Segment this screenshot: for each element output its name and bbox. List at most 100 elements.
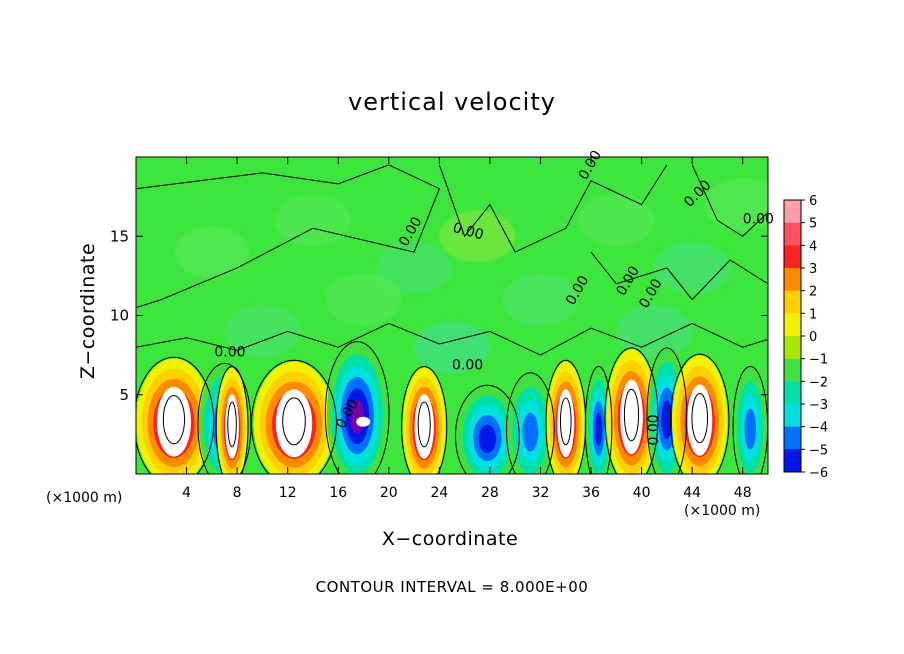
velocity-cell xyxy=(216,367,248,474)
velocity-cell xyxy=(671,355,728,474)
contour-line xyxy=(227,401,237,448)
colorbar-tick-label: −4 xyxy=(809,421,828,436)
contour-line xyxy=(604,347,659,474)
colorbar-tick-label: −3 xyxy=(809,398,828,413)
colorbar-swatch xyxy=(784,404,801,428)
field-blob xyxy=(654,241,731,294)
colorbar-tick-label: 4 xyxy=(809,239,817,254)
colorbar-tick-label: 3 xyxy=(809,262,817,277)
colorbar-swatch xyxy=(784,200,801,224)
x-axis-unit-left: (×1000 m) xyxy=(46,490,123,506)
contour-line xyxy=(559,397,572,446)
contour-line xyxy=(197,362,252,474)
y-tick-label: 5 xyxy=(119,386,129,404)
colorbar-swatch xyxy=(784,268,801,292)
contour-line xyxy=(505,372,555,474)
contour-lines xyxy=(136,164,768,474)
velocity-cells xyxy=(136,343,767,474)
contour-line xyxy=(455,384,520,474)
cell-core xyxy=(687,384,713,456)
colorbar-tick-label: −1 xyxy=(809,353,828,368)
colorbar-tick-label: 6 xyxy=(809,194,817,209)
contour-label: 0.00 xyxy=(214,345,245,361)
x-axis-ticks: 4 8 12 16 20 24 28 32 36 40 44 48 xyxy=(182,157,752,501)
field-blob xyxy=(578,194,655,247)
field-blob xyxy=(502,273,579,326)
x-tick-label: 20 xyxy=(380,485,398,501)
velocity-cell xyxy=(546,361,585,474)
field-blob xyxy=(704,178,768,231)
velocity-cell xyxy=(457,386,518,474)
contour-line xyxy=(251,359,337,474)
x-tick-label: 48 xyxy=(734,485,752,501)
chart-title: vertical velocity xyxy=(348,88,556,116)
x-tick-label: 44 xyxy=(683,485,701,501)
x-axis-unit-right: (×1000 m) xyxy=(684,503,761,519)
colorbar-swatch xyxy=(784,336,801,360)
colorbar-tick-label: 2 xyxy=(809,285,817,300)
colorbar-tick-label: −2 xyxy=(809,375,828,390)
cell-level xyxy=(478,424,497,454)
cell-core xyxy=(620,379,643,455)
x-tick-label: 4 xyxy=(182,485,191,501)
x-tick-label: 28 xyxy=(481,485,499,501)
contour-line xyxy=(623,388,640,442)
cell-level xyxy=(522,412,539,452)
colorbar-swatch xyxy=(784,290,801,314)
field-blob xyxy=(414,321,490,374)
contour-line xyxy=(670,353,730,474)
colorbar-tick-label: 1 xyxy=(809,307,817,322)
y-axis-ticks: 5 10 15 xyxy=(110,227,768,404)
contour-line xyxy=(136,322,768,356)
cell-core xyxy=(156,386,191,457)
velocity-cell xyxy=(326,343,388,474)
field-blob xyxy=(616,305,693,358)
contour-line xyxy=(691,164,768,237)
x-tick-label: 12 xyxy=(279,485,297,501)
colorbar-tick-label: 5 xyxy=(809,217,817,232)
colorbar-tick-label: 0 xyxy=(809,330,817,345)
colorbar-swatch xyxy=(784,245,801,269)
x-tick-label: 16 xyxy=(329,485,347,501)
field-blob xyxy=(325,273,402,326)
contour-line xyxy=(584,366,613,474)
y-tick-label: 15 xyxy=(110,227,129,245)
x-tick-label: 32 xyxy=(532,485,550,501)
contour-label: 0.00 xyxy=(452,357,483,373)
contour-line xyxy=(646,347,688,474)
velocity-cell xyxy=(253,361,335,474)
colorbar-tick-label: −6 xyxy=(809,466,828,481)
contour-line xyxy=(324,341,390,474)
field-blob xyxy=(173,226,250,279)
cell-level xyxy=(744,408,757,450)
x-tick-label: 36 xyxy=(582,485,600,501)
contour-label: 0.00 xyxy=(646,414,662,445)
contour-label: 0.00 xyxy=(451,220,485,244)
contour-line xyxy=(417,401,431,448)
cell-core xyxy=(225,394,239,459)
cell-level xyxy=(595,412,603,447)
field-blob xyxy=(376,241,453,294)
x-tick-label: 40 xyxy=(633,485,651,501)
velocity-cell xyxy=(733,367,767,474)
colorbar-swatch xyxy=(784,313,801,337)
cell-core xyxy=(414,394,434,459)
field-blob xyxy=(224,305,301,358)
velocity-cell xyxy=(507,373,554,474)
colorbar-swatch xyxy=(784,381,801,405)
contour-interval-note: CONTOUR INTERVAL = 8.000E+00 xyxy=(315,578,589,596)
colorbar-swatch xyxy=(784,449,801,473)
field-blob xyxy=(274,194,351,247)
contour-line xyxy=(282,397,306,446)
contour-line xyxy=(401,366,448,474)
contour-label: 0.00 xyxy=(743,212,774,228)
cell-core xyxy=(557,389,575,458)
x-tick-label: 8 xyxy=(233,485,242,501)
contour-line xyxy=(136,356,215,474)
contour-line xyxy=(215,366,249,474)
contour-line xyxy=(438,164,668,253)
cell-core xyxy=(275,389,313,458)
velocity-cell xyxy=(585,367,612,474)
contour-line xyxy=(136,164,441,309)
